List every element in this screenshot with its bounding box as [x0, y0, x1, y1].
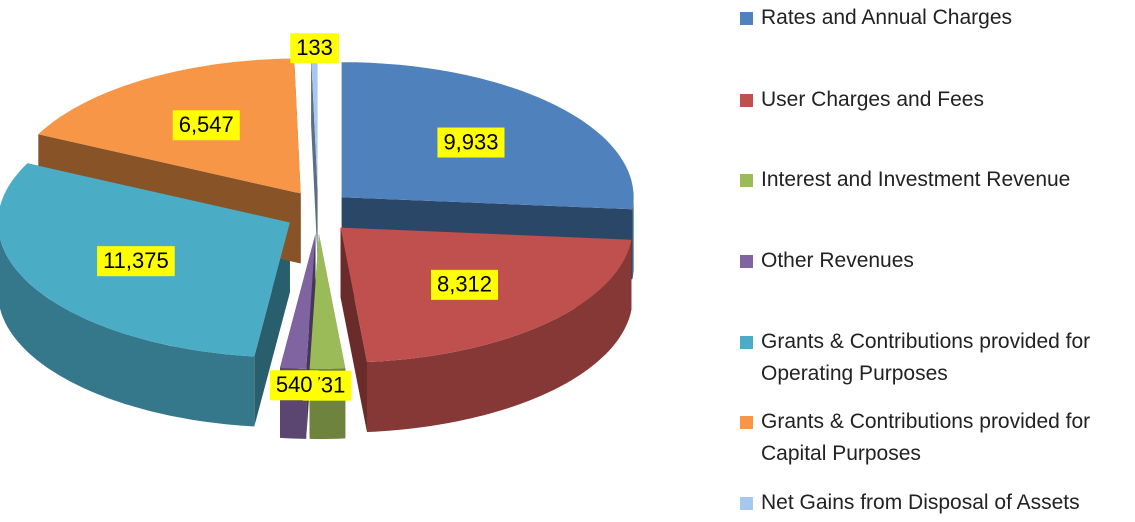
- data-label: 6,547: [172, 110, 240, 141]
- legend-swatch: [740, 497, 753, 510]
- label-box: [172, 110, 240, 141]
- label-box: [430, 269, 499, 300]
- slice-side: [367, 239, 632, 432]
- legend-label: Grants & Contributions provided for Oper…: [761, 330, 1091, 385]
- label-text: 6,547: [179, 112, 234, 137]
- slice: [280, 233, 316, 369]
- legend-swatch: [740, 174, 753, 187]
- legend-swatch: [740, 12, 753, 25]
- label-box: [97, 246, 175, 277]
- label-text: 8,312: [437, 272, 492, 297]
- data-label: 133: [290, 33, 339, 64]
- legend-label: Net Gains from Disposal of Assets: [761, 491, 1080, 514]
- slice-side: [0, 238, 255, 427]
- slice-wall: [340, 227, 367, 432]
- legend-item: Grants & Contributions provided for Capi…: [740, 406, 1130, 470]
- label-text: 133: [296, 35, 333, 60]
- slice: [38, 58, 301, 194]
- legend-label: Interest and Investment Revenue: [761, 168, 1071, 191]
- label-text: 9,933: [443, 129, 498, 154]
- legend-item: Other Revenues: [740, 245, 1130, 277]
- data-label: 540: [269, 370, 319, 401]
- label-box: [269, 370, 319, 401]
- legend-label: Rates and Annual Charges: [761, 6, 1013, 29]
- legend-label: Other Revenues: [761, 249, 914, 272]
- slice: [309, 234, 346, 369]
- legend-item: Grants & Contributions provided for Oper…: [740, 326, 1130, 390]
- data-label: 11,375: [97, 246, 175, 277]
- slice: [311, 55, 318, 190]
- label-box: [290, 33, 339, 64]
- legend-swatch: [740, 416, 753, 429]
- label-text: 11,375: [103, 248, 169, 273]
- label-box: [437, 127, 505, 158]
- legend-item: User Charges and Fees: [740, 84, 1130, 116]
- slice-side: [632, 197, 634, 280]
- label-text: 540: [276, 372, 313, 397]
- legend-swatch: [740, 94, 753, 107]
- legend-swatch: [740, 336, 753, 349]
- legend-item: Interest and Investment Revenue: [740, 164, 1130, 196]
- legend-item: Net Gains from Disposal of Assets: [740, 487, 1130, 519]
- legend-item: Rates and Annual Charges: [740, 2, 1130, 34]
- data-label: 8,312: [430, 269, 499, 300]
- legend-swatch: [740, 255, 753, 268]
- slice-wall: [311, 55, 318, 260]
- legend-label: Grants & Contributions provided for Capi…: [761, 410, 1091, 465]
- legend-label: User Charges and Fees: [761, 88, 984, 111]
- data-label: 9,933: [437, 127, 505, 158]
